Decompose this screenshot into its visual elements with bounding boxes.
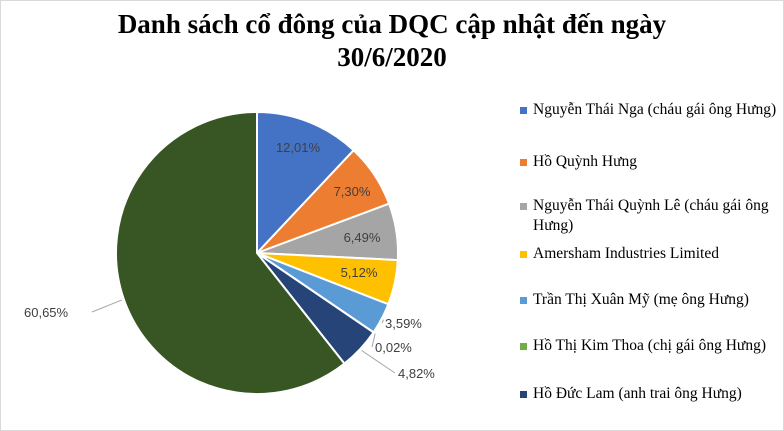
legend-item-1: Nguyễn Thái Nga (cháu gái ông Hưng) (520, 100, 782, 120)
chart-title: Danh sách cổ đông của DQC cập nhật đến n… (0, 8, 784, 74)
legend-item-6: Hồ Thị Kim Thoa (chị gái ông Hưng) (520, 336, 782, 356)
legend-swatch-2 (520, 159, 527, 166)
legend-swatch-3 (520, 203, 527, 210)
chart-title-line-1: Danh sách cổ đông của DQC cập nhật đến n… (117, 9, 667, 39)
pie-slice-1 (256, 110, 355, 256)
legend-swatch-7 (520, 391, 527, 398)
legend-item-7: Hồ Đức Lam (anh trai ông Hưng) (520, 384, 782, 404)
legend-item-5: Trần Thị Xuân Mỹ (mẹ ông Hưng) (520, 290, 782, 310)
leader-line-8 (91, 299, 123, 313)
data-label-3: 6,49% (344, 230, 381, 245)
legend-label-5: Trần Thị Xuân Mỹ (mẹ ông Hưng) (533, 291, 749, 308)
legend-item-3: Nguyễn Thái Quỳnh Lê (cháu gái ông Hưng) (520, 196, 782, 236)
legend-label-1: Nguyễn Thái Nga (cháu gái ông Hưng) (533, 101, 777, 118)
legend-swatch-6 (520, 343, 527, 350)
data-label-8: 60,65% (24, 305, 69, 320)
legend-swatch-4 (520, 251, 527, 258)
legend-swatch-5 (520, 297, 527, 304)
legend-label-4: Amersham Industries Limited (533, 245, 719, 262)
legend-label-7: Hồ Đức Lam (anh trai ông Hưng) (533, 385, 742, 402)
leader-line-5 (381, 319, 384, 324)
data-label-1: 12,01% (276, 140, 321, 155)
data-label-6: 0,02% (375, 340, 412, 355)
data-label-5: 3,59% (385, 316, 422, 331)
legend-item-4: Amersham Industries Limited (520, 244, 782, 264)
data-label-4: 5,12% (341, 265, 378, 280)
pie-slice-8 (115, 110, 346, 395)
data-label-2: 7,30% (334, 184, 371, 199)
legend-label-6: Hồ Thị Kim Thoa (chị gái ông Hưng) (533, 337, 766, 354)
legend-swatch-1 (520, 107, 527, 114)
legend-label-3: Nguyễn Thái Quỳnh Lê (cháu gái ông Hưng) (533, 197, 769, 234)
leader-line-7 (361, 350, 396, 374)
legend-label-2: Hồ Quỳnh Hưng (533, 153, 637, 170)
leader-line-6 (371, 333, 376, 348)
legend-item-2: Hồ Quỳnh Hưng (520, 152, 782, 172)
data-label-7: 4,82% (398, 366, 435, 381)
chart-title-line-2: 30/6/2020 (337, 42, 447, 72)
